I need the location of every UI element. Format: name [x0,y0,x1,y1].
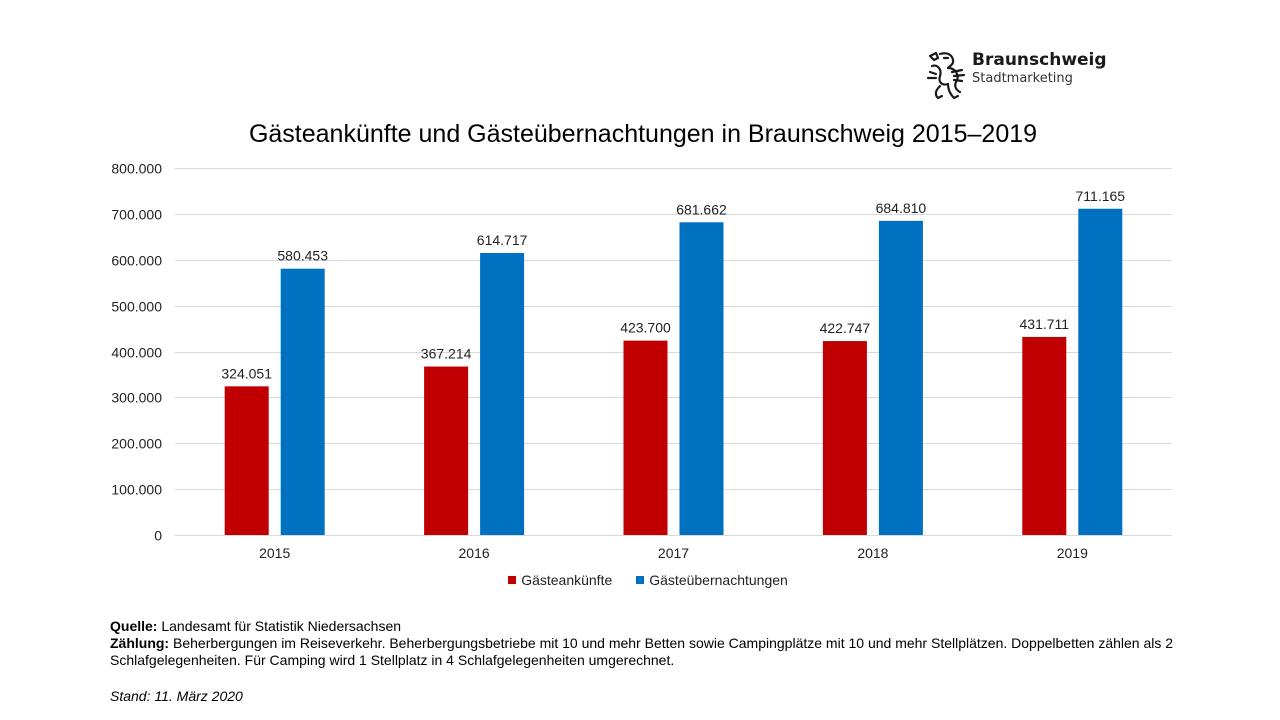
legend-swatch-overnight-stays [636,576,645,584]
source-label: Quelle: [110,618,158,634]
y-tick-label: 700.000 [111,207,162,223]
y-tick-label: 400.000 [111,345,162,361]
source-note: Quelle: Landesamt für Statistik Niedersa… [110,618,1220,635]
legend-item-arrivals: Gästeankünfte [508,572,612,588]
y-tick-label: 300.000 [111,390,162,406]
bar-arrivals [623,340,668,535]
y-tick-label: 500.000 [111,299,162,315]
y-tick-label: 800.000 [111,161,162,177]
footer-notes: Quelle: Landesamt für Statistik Niedersa… [110,618,1220,669]
source-text: Landesamt für Statistik Niedersachsen [157,618,402,634]
bar-overnight-stays [679,222,724,536]
data-label: 324.051 [221,365,272,381]
data-label: 614.717 [477,232,528,248]
y-tick-label: 200.000 [111,436,162,452]
x-tick-label: 2019 [1057,545,1088,561]
bar-arrivals [224,386,269,535]
count-note: Zählung: Beherbergungen im Reiseverkehr.… [110,635,1220,669]
bar-arrivals [424,366,469,535]
data-label: 684.810 [876,200,927,216]
count-label: Zählung: [110,635,170,651]
legend-swatch-arrivals [508,576,517,584]
x-tick-label: 2015 [259,545,290,561]
legend-label-arrivals: Gästeankünfte [521,572,613,588]
y-tick-label: 0 [154,528,162,544]
x-tick-label: 2017 [658,545,689,561]
legend-item-overnight-stays: Gästeübernachtungen [636,572,788,588]
data-label: 422.747 [820,320,871,336]
data-label: 423.700 [620,320,671,336]
bar-overnight-stays [480,252,525,535]
y-tick-label: 600.000 [111,253,162,269]
bar-overnight-stays [1078,208,1123,535]
data-label: 580.453 [277,248,328,264]
bar-arrivals [1022,336,1067,535]
chart-legend: Gästeankünfte Gästeübernachtungen [0,572,1280,588]
x-tick-label: 2018 [857,545,888,561]
chart-title: Gästeankünfte und Gästeübernachtungen in… [248,120,1038,148]
legend-label-overnight-stays: Gästeübernachtungen [649,572,788,588]
logo-title: Braunschweig [972,50,1107,70]
logo-subtitle: Stadtmarketing [972,71,1073,86]
data-label: 681.662 [676,201,727,217]
data-label: 367.214 [421,346,472,362]
bar-overnight-stays [280,268,325,535]
x-tick-label: 2016 [459,545,490,561]
bar-arrivals [822,341,867,535]
data-label: 711.165 [1076,188,1126,204]
braunschweig-logo: Braunschweig Stadtmarketing [926,48,1116,104]
y-tick-label: 100.000 [111,482,162,498]
stand-date: Stand: 11. März 2020 [110,688,243,704]
count-text: Beherbergungen im Reiseverkehr. Beherber… [110,635,1174,668]
bar-overnight-stays [878,220,923,535]
data-label: 431.711 [1020,316,1070,332]
heraldic-lion-icon [926,51,966,100]
